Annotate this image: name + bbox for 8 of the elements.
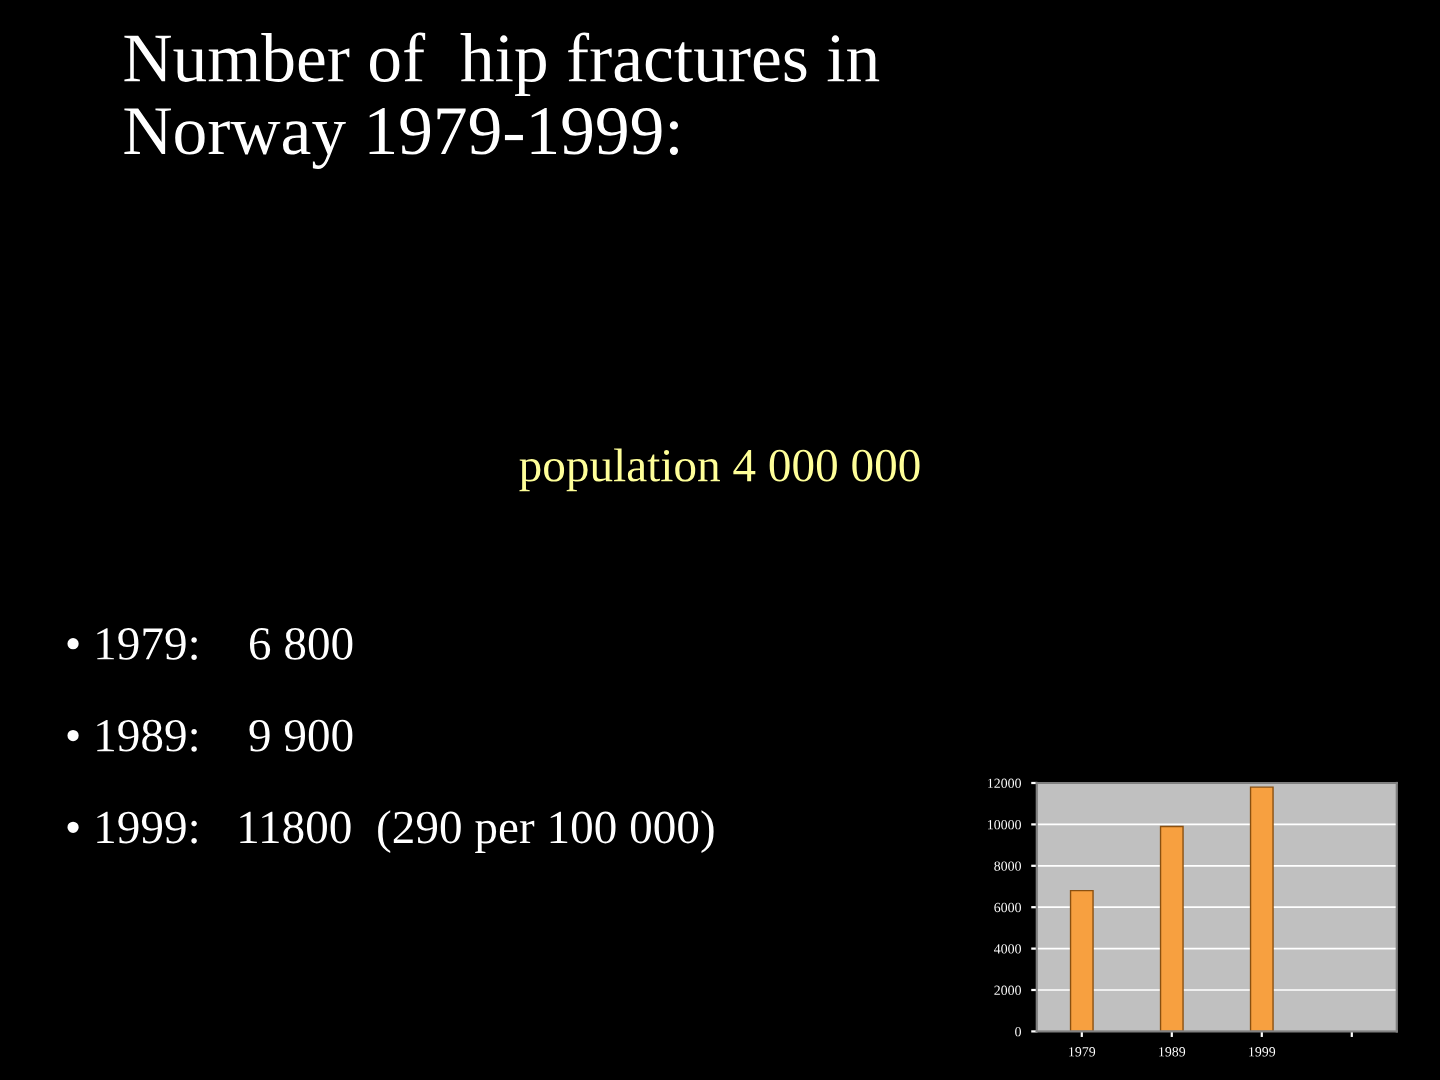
chart-subtitle: population 4 000 000 bbox=[519, 448, 920, 492]
bar bbox=[1069, 889, 1094, 1032]
chart-title: Number of hip fractures in Norway 1979-1999: bbox=[124, 32, 880, 169]
text: • 1979: 6 800 bbox=[67, 627, 353, 661]
text: • 1999: 11800 (290 per 100 000) bbox=[67, 810, 714, 854]
bar bbox=[1159, 825, 1184, 1032]
text: • 1989: 9 900 bbox=[67, 719, 353, 752]
bar bbox=[1249, 786, 1274, 1032]
